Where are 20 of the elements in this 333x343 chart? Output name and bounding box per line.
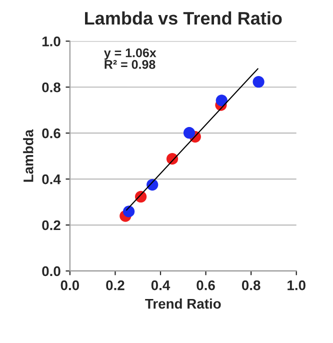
x-tick-label: 0.4 [151, 280, 170, 290]
x-tick-label: 1.0 [288, 280, 306, 290]
point [252, 76, 264, 88]
y-axis-title: Lambda [23, 129, 34, 182]
x-tick-label: 0.0 [60, 280, 80, 290]
x-tick-label: 0.8 [242, 280, 260, 290]
point [216, 94, 228, 106]
y-tick-label: 1.0 [42, 36, 60, 46]
y-tick-label: 0.2 [42, 220, 60, 230]
annotation: y = 1.06x R² = 0.98 [104, 48, 156, 69]
y-tick-label: 0.6 [42, 128, 60, 138]
x-tick-label: 0.6 [196, 280, 215, 290]
x-axis-title: Trend Ratio [145, 298, 221, 309]
y-tick-label: 0.0 [42, 266, 60, 276]
point [183, 127, 196, 139]
point [122, 206, 135, 218]
chart-title: Lambda vs Trend Ratio [85, 11, 282, 25]
y-tick-label: 0.4 [42, 174, 61, 184]
y-tick-label: 0.8 [42, 82, 60, 92]
x-tick-label: 0.2 [106, 280, 124, 290]
